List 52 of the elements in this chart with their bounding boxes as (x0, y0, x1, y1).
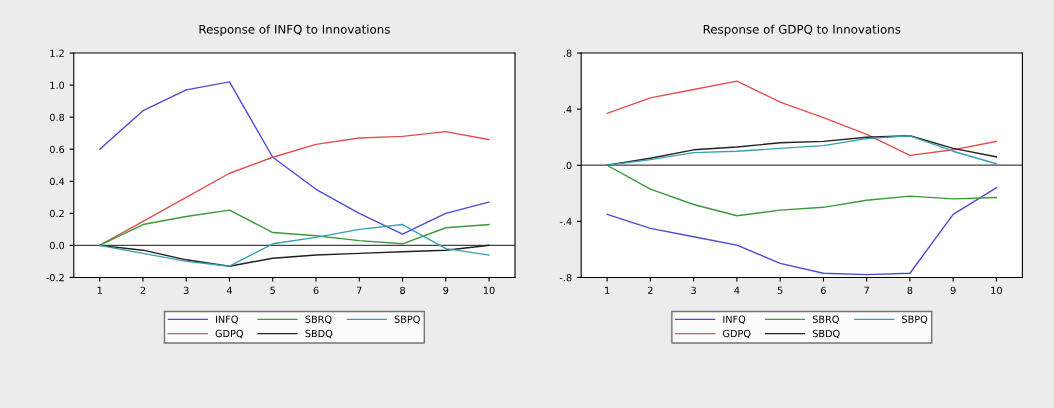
y-tick-label: 1.2 (50, 49, 64, 57)
line-series (606, 135, 998, 166)
legend-label: SBDQ (812, 329, 840, 339)
x-tick-label: 6 (313, 286, 319, 294)
x-tick-label: 3 (183, 286, 189, 294)
line-series (99, 223, 490, 267)
y-tick-label: -0.2 (46, 273, 64, 282)
x-tick-label: 7 (864, 286, 869, 294)
y-tick-label: .0 (563, 161, 572, 170)
x-tick-label: 9 (443, 286, 449, 294)
y-tick-label: -.8 (559, 273, 572, 282)
chart-title: Response of INFQ to Innovations (199, 24, 390, 37)
legend-label: SBRQ (305, 315, 332, 324)
y-tick-label: .4 (563, 105, 572, 113)
legend-label: INFQ (723, 315, 746, 324)
line-series (99, 81, 490, 235)
legend-label: SBDQ (305, 329, 333, 339)
x-tick-label: 2 (140, 286, 146, 294)
x-tick-label: 6 (820, 286, 826, 294)
legend-label: GDPQ (215, 329, 244, 339)
x-tick-label: 4 (226, 286, 233, 294)
x-tick-label: 5 (777, 286, 783, 294)
y-tick-label: 0.0 (49, 241, 65, 250)
x-tick-label: 7 (356, 286, 362, 294)
legend-label: SBRQ (812, 315, 839, 324)
x-tick-label: 8 (907, 286, 913, 294)
y-tick-label: -.4 (559, 217, 572, 226)
line-series (606, 164, 998, 217)
y-tick-label: 0.8 (49, 113, 65, 121)
y-tick-label: 0.6 (49, 145, 65, 154)
x-tick-label: 4 (734, 286, 740, 294)
x-tick-label: 9 (950, 286, 956, 294)
x-tick-label: 1 (605, 286, 610, 294)
x-tick-label: 2 (648, 286, 653, 294)
line-series (606, 186, 998, 276)
legend-label: SBPQ (394, 315, 420, 324)
chart-title: Response of GDPQ to Innovations (703, 24, 901, 37)
y-tick-label: 0.2 (49, 209, 64, 218)
y-tick-label: 0.4 (49, 177, 65, 186)
x-tick-label: 10 (991, 286, 1002, 294)
y-tick-label: .8 (563, 49, 572, 57)
y-tick-label: 1.0 (50, 81, 65, 89)
line-series (99, 209, 490, 247)
legend-label: GDPQ (722, 329, 751, 339)
x-tick-label: 3 (691, 286, 696, 294)
x-tick-label: 1 (97, 286, 102, 294)
x-tick-label: 10 (483, 286, 495, 294)
line-series (606, 80, 998, 157)
x-tick-label: 8 (400, 286, 405, 294)
x-tick-label: 5 (270, 286, 275, 294)
legend-label: INFQ (215, 315, 238, 324)
legend-label: SBPQ (902, 315, 928, 324)
